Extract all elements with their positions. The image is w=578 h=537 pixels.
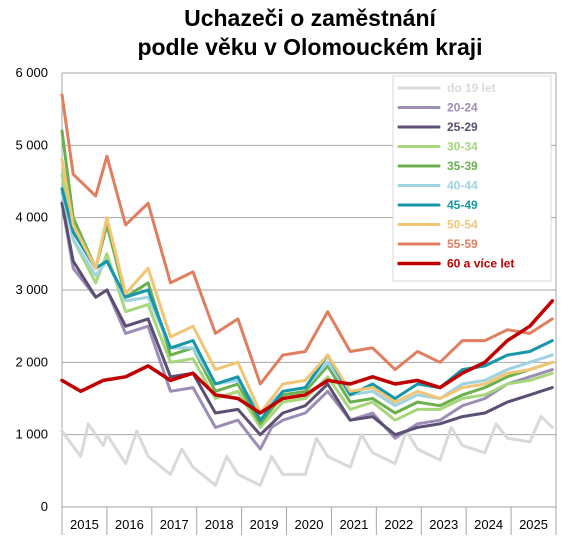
series-line bbox=[60, 201, 554, 451]
legend-label: 25-29 bbox=[447, 120, 478, 134]
chart-title: Uchazeči o zaměstnání podle věku v Olomo… bbox=[60, 4, 560, 62]
x-tick-label: 2015 bbox=[70, 517, 99, 532]
legend-label: do 19 let bbox=[447, 81, 496, 95]
series-line bbox=[60, 158, 554, 415]
y-tick-label: 3 000 bbox=[15, 282, 48, 297]
y-tick-label: 6 000 bbox=[15, 65, 48, 80]
x-tick-label: 2020 bbox=[295, 517, 324, 532]
x-tick-label: 2021 bbox=[339, 517, 368, 532]
legend-label: 30-34 bbox=[447, 140, 478, 154]
series-line bbox=[60, 187, 554, 422]
y-tick-label: 5 000 bbox=[15, 137, 48, 152]
legend-label: 60 a více let bbox=[447, 257, 514, 271]
x-tick-label: 2025 bbox=[519, 517, 548, 532]
legend-label: 50-54 bbox=[447, 218, 478, 232]
legend-label: 45-49 bbox=[447, 198, 478, 212]
legend: do 19 let 20-24 25-29 30-34 35-39 40-44 45-49 5… bbox=[392, 75, 552, 282]
series-line bbox=[60, 93, 554, 386]
x-tick-label: 2017 bbox=[160, 517, 189, 532]
series-line bbox=[60, 172, 554, 429]
legend-label: 40-44 bbox=[447, 179, 478, 193]
chart-title-line1: Uchazeči o zaměstnání bbox=[184, 5, 436, 31]
x-tick-label: 2024 bbox=[474, 517, 503, 532]
x-tick-label: 2019 bbox=[250, 517, 279, 532]
x-tick-label: 2018 bbox=[205, 517, 234, 532]
series-lines bbox=[60, 93, 555, 487]
chart-title-line2: podle věku v Olomouckém kraji bbox=[137, 34, 483, 60]
legend-box bbox=[392, 75, 552, 282]
y-tick-label: 4 000 bbox=[15, 210, 48, 225]
y-axis-ticks: 0 1 000 2 000 3 000 4 000 5 000 6 000 bbox=[15, 65, 48, 514]
y-tick-label: 1 000 bbox=[15, 427, 48, 442]
legend-label: 20-24 bbox=[447, 101, 478, 115]
legend-label: 35-39 bbox=[447, 159, 478, 173]
x-tick-label: 2023 bbox=[429, 517, 458, 532]
y-tick-label: 2 000 bbox=[15, 354, 48, 369]
legend-label: 55-59 bbox=[447, 237, 478, 251]
series-line bbox=[60, 299, 555, 415]
series-line bbox=[60, 415, 554, 487]
y-tick-label: 0 bbox=[41, 499, 48, 514]
gridlines bbox=[61, 72, 557, 508]
x-tick-label: 2022 bbox=[384, 517, 413, 532]
x-axis-ticks: 2015 2016 2017 2018 2019 2020 2021 2022 2023 2024… bbox=[61, 507, 557, 535]
series-line bbox=[60, 201, 554, 437]
x-tick-label: 2016 bbox=[115, 517, 144, 532]
